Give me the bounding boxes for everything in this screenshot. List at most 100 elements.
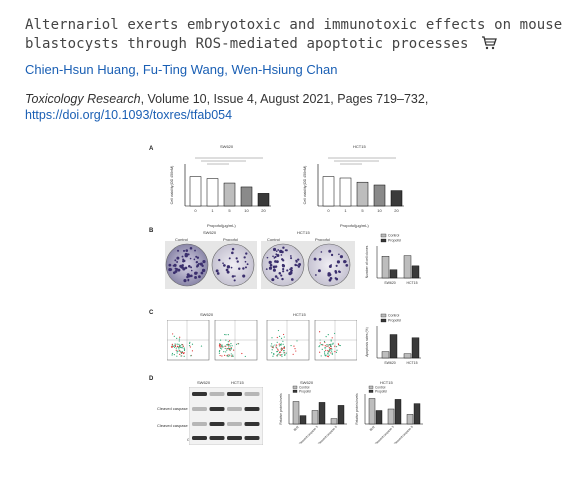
flow-event bbox=[282, 333, 285, 336]
flow-event bbox=[229, 355, 231, 357]
y-axis-label: Number of cell clones bbox=[365, 245, 369, 278]
legend-label: Control bbox=[388, 314, 400, 318]
tick-label: 1 bbox=[344, 208, 347, 213]
colony-dot bbox=[215, 269, 219, 273]
colony-dot bbox=[175, 267, 179, 271]
blot-band bbox=[227, 436, 242, 440]
flow-event bbox=[238, 343, 240, 345]
colony-dot bbox=[335, 264, 338, 267]
author-link[interactable]: Wen-Hsiung Chan bbox=[231, 62, 338, 77]
flow-event bbox=[325, 349, 327, 351]
colony-dot bbox=[288, 271, 292, 276]
flow-event bbox=[176, 343, 178, 345]
tick-label: 5 bbox=[228, 208, 231, 213]
flow-event bbox=[327, 356, 329, 358]
flow-event bbox=[183, 355, 185, 357]
blot-label: Cleaved caspase 3 bbox=[157, 406, 192, 411]
tick-label: 10 bbox=[244, 208, 249, 213]
colony-dot bbox=[195, 271, 198, 275]
flow-event bbox=[293, 345, 295, 347]
bar bbox=[339, 177, 352, 207]
flow-event bbox=[172, 333, 174, 335]
y-axis-label: Relative protein levels bbox=[355, 393, 359, 425]
colony-dot bbox=[234, 275, 236, 277]
shopping-cart-icon[interactable] bbox=[481, 36, 497, 50]
bar bbox=[189, 176, 202, 207]
flow-event bbox=[324, 351, 326, 353]
flow-event bbox=[332, 342, 334, 344]
colony-dot bbox=[290, 278, 294, 281]
colony-dot bbox=[271, 278, 275, 282]
colony-dot bbox=[177, 268, 181, 272]
bar bbox=[257, 193, 270, 207]
bar bbox=[387, 408, 395, 425]
tick-label: 1 bbox=[211, 208, 214, 213]
author-link[interactable]: Fu-Ting Wang bbox=[142, 62, 225, 77]
colony-dot bbox=[168, 263, 172, 267]
flow-event bbox=[321, 348, 323, 350]
colony-dot bbox=[328, 249, 332, 253]
flow-event bbox=[190, 355, 192, 357]
colony-dot bbox=[231, 275, 235, 278]
flow-event bbox=[337, 343, 339, 345]
bar bbox=[240, 186, 253, 207]
article-title-text[interactable]: Alternariol exerts embryotoxic and immun… bbox=[25, 17, 563, 52]
flow-event bbox=[229, 345, 231, 347]
flow-event bbox=[188, 345, 191, 347]
colony-dot bbox=[286, 269, 289, 272]
colony-dot bbox=[272, 268, 276, 272]
flow-event bbox=[277, 349, 279, 351]
colony-dot bbox=[218, 258, 221, 262]
colony-dot bbox=[289, 270, 292, 273]
colony-dot bbox=[244, 260, 247, 263]
colony-dot bbox=[196, 256, 200, 259]
flow-event bbox=[334, 345, 336, 347]
citation: Toxicology Research, Volume 10, Issue 4,… bbox=[25, 90, 565, 108]
bar bbox=[223, 182, 236, 207]
flow-event bbox=[326, 345, 328, 347]
flow-event bbox=[230, 353, 232, 355]
colony-dot bbox=[244, 266, 248, 269]
colony-dot bbox=[289, 255, 292, 257]
legend-swatch bbox=[380, 313, 387, 318]
flow-event bbox=[228, 340, 231, 342]
legend-label: Propofol bbox=[375, 389, 387, 393]
flow-event bbox=[229, 349, 231, 351]
colony-dot bbox=[297, 265, 301, 268]
colony-dot bbox=[226, 270, 230, 274]
flow-event bbox=[178, 346, 181, 348]
colony-dot bbox=[183, 279, 187, 283]
flow-event bbox=[224, 354, 226, 356]
flow-event bbox=[200, 345, 203, 347]
colony-dot bbox=[182, 258, 185, 261]
article-figure[interactable]: A SW620 HCT15 0 1 5 10 20 Cell viability(OD 4… bbox=[145, 140, 423, 472]
colony-dot bbox=[290, 257, 293, 260]
flow-event bbox=[235, 343, 238, 345]
tick-label: 0 bbox=[327, 208, 330, 213]
bar bbox=[373, 184, 386, 207]
flow-event bbox=[178, 338, 180, 340]
flow-event bbox=[226, 354, 229, 356]
flow-event bbox=[331, 352, 333, 354]
doi-link[interactable]: https://doi.org/10.1093/toxres/tfab054 bbox=[25, 108, 233, 122]
flow-event bbox=[276, 355, 278, 357]
bar bbox=[318, 402, 326, 425]
flow-event bbox=[277, 329, 280, 332]
flow-event bbox=[221, 346, 224, 348]
flow-event bbox=[271, 343, 273, 345]
flow-event bbox=[219, 343, 221, 345]
author-link[interactable]: Chien-Hsun Huang bbox=[25, 62, 136, 77]
flow-event bbox=[279, 354, 282, 356]
flow-event bbox=[282, 340, 284, 342]
article-title[interactable]: Alternariol exerts embryotoxic and immun… bbox=[25, 16, 570, 54]
colony-dot bbox=[266, 256, 269, 259]
flow-event bbox=[219, 350, 221, 352]
flow-event bbox=[280, 347, 283, 349]
legend-swatch bbox=[292, 385, 298, 389]
flow-event bbox=[327, 351, 330, 353]
flow-event bbox=[327, 334, 329, 336]
y-axis-label: Apoptosis rates (%) bbox=[365, 327, 369, 357]
flow-event bbox=[326, 355, 328, 357]
blot-band bbox=[192, 407, 207, 411]
